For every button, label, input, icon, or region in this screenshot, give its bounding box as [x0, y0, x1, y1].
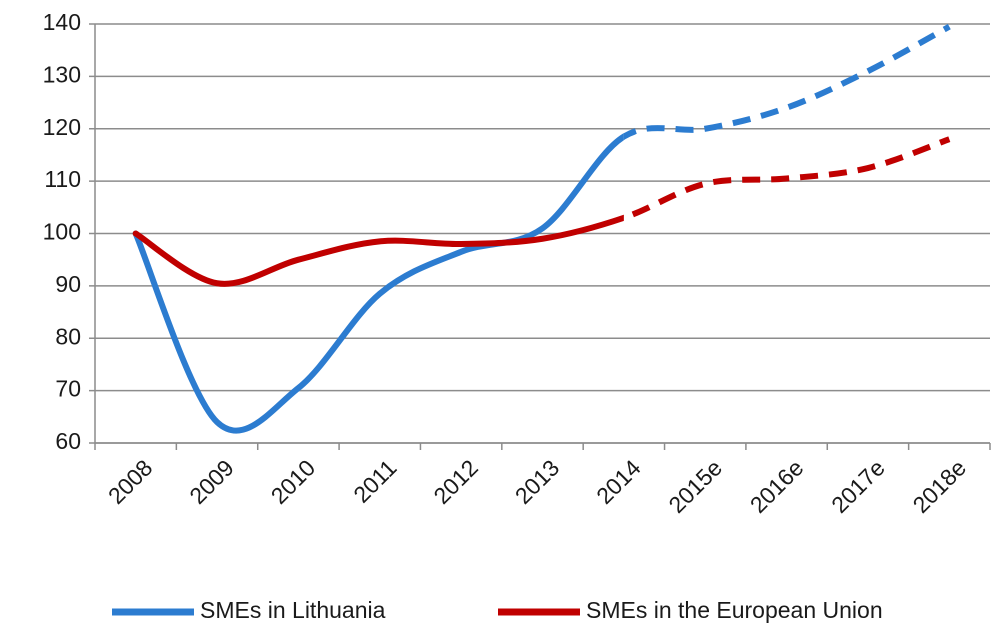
series-forecast: [623, 136, 951, 221]
legend-label: SMEs in Lithuania: [200, 597, 386, 623]
x-tick-label: 2013: [510, 454, 565, 509]
y-tick-label: 60: [55, 428, 81, 454]
series-line: [132, 133, 624, 434]
y-tick-label: 80: [55, 323, 81, 349]
legend-label: SMEs in the European Union: [586, 597, 883, 623]
y-tick-label: 110: [44, 166, 81, 192]
x-tick-label: 2016e: [745, 454, 809, 518]
x-tick-label: 2008: [103, 454, 158, 509]
x-tick-label: 2018e: [908, 454, 972, 518]
series-forecast: [623, 23, 951, 141]
y-tick-label: 130: [43, 61, 81, 87]
series-line: [132, 214, 624, 287]
x-tick-label: 2014: [591, 454, 646, 509]
x-tick-label: 2012: [428, 454, 483, 509]
y-tick-label: 140: [43, 9, 81, 35]
y-tick-label: 70: [55, 376, 81, 402]
x-tick-label: 2015e: [663, 454, 727, 518]
x-tick-label: 2010: [266, 454, 321, 509]
y-tick-label: 90: [55, 271, 81, 297]
y-tick-label: 100: [43, 219, 81, 245]
x-tick-label: 2017e: [826, 454, 890, 518]
x-tick-label: 2009: [184, 454, 239, 509]
y-tick-label: 120: [43, 114, 81, 140]
x-tick-label: 2011: [348, 454, 401, 507]
